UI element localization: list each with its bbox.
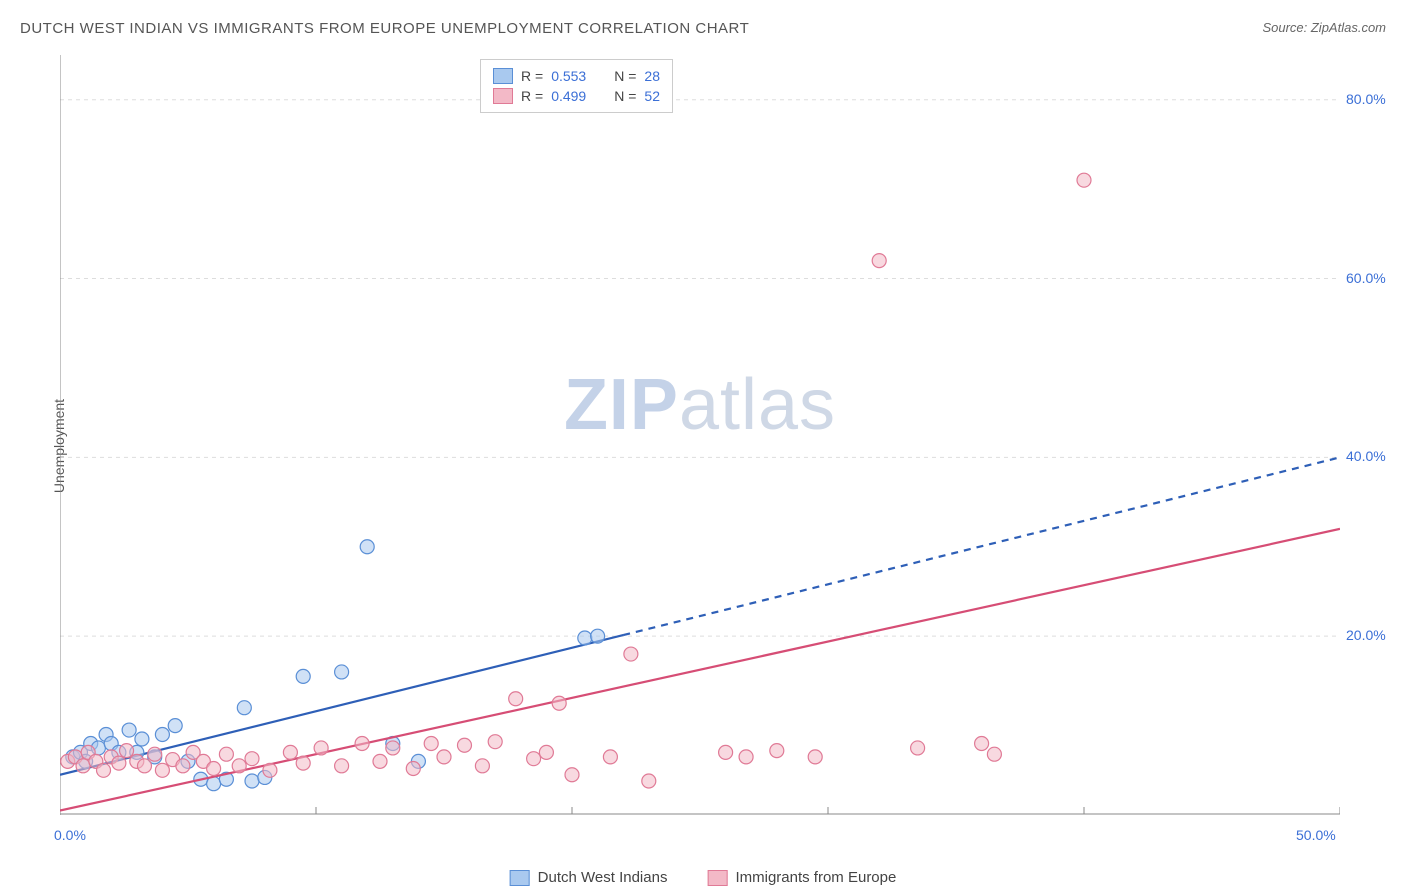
chart-plot-area: ZIPatlas R =0.553N =28R =0.499N =52 bbox=[60, 55, 1340, 815]
y-tick-label: 40.0% bbox=[1346, 448, 1386, 464]
legend-row: R = 0.553 N = 28 bbox=[493, 66, 660, 86]
r-value: 0.553 bbox=[551, 68, 586, 84]
chart-title: DUTCH WEST INDIAN VS IMMIGRANTS FROM EUR… bbox=[20, 20, 749, 37]
legend-item-europe: Immigrants from Europe bbox=[707, 869, 896, 886]
scatter-chart-svg bbox=[60, 55, 1340, 815]
chart-header: DUTCH WEST INDIAN VS IMMIGRANTS FROM EUR… bbox=[20, 20, 1386, 37]
n-label: N = bbox=[614, 88, 636, 104]
y-tick-label: 80.0% bbox=[1346, 91, 1386, 107]
n-value: 28 bbox=[644, 68, 660, 84]
y-tick-label: 60.0% bbox=[1346, 270, 1386, 286]
legend-label-europe: Immigrants from Europe bbox=[735, 869, 896, 886]
series-legend: Dutch West Indians Immigrants from Europ… bbox=[510, 869, 897, 886]
x-tick-label: 0.0% bbox=[54, 827, 86, 843]
r-value: 0.499 bbox=[551, 88, 586, 104]
r-label: R = bbox=[521, 88, 543, 104]
correlation-legend: R = 0.553 N = 28 R = 0.499 N = 52 bbox=[480, 59, 673, 113]
legend-swatch bbox=[493, 88, 513, 104]
legend-item-dutch: Dutch West Indians bbox=[510, 869, 668, 886]
legend-label-dutch: Dutch West Indians bbox=[538, 869, 668, 886]
legend-row: R = 0.499 N = 52 bbox=[493, 86, 660, 106]
x-tick-label: 50.0% bbox=[1296, 827, 1336, 843]
legend-swatch bbox=[493, 68, 513, 84]
n-label: N = bbox=[614, 68, 636, 84]
n-value: 52 bbox=[644, 88, 660, 104]
y-tick-label: 20.0% bbox=[1346, 627, 1386, 643]
r-label: R = bbox=[521, 68, 543, 84]
source-attribution: Source: ZipAtlas.com bbox=[1262, 20, 1386, 35]
legend-swatch-europe bbox=[707, 870, 727, 886]
legend-swatch-dutch bbox=[510, 870, 530, 886]
